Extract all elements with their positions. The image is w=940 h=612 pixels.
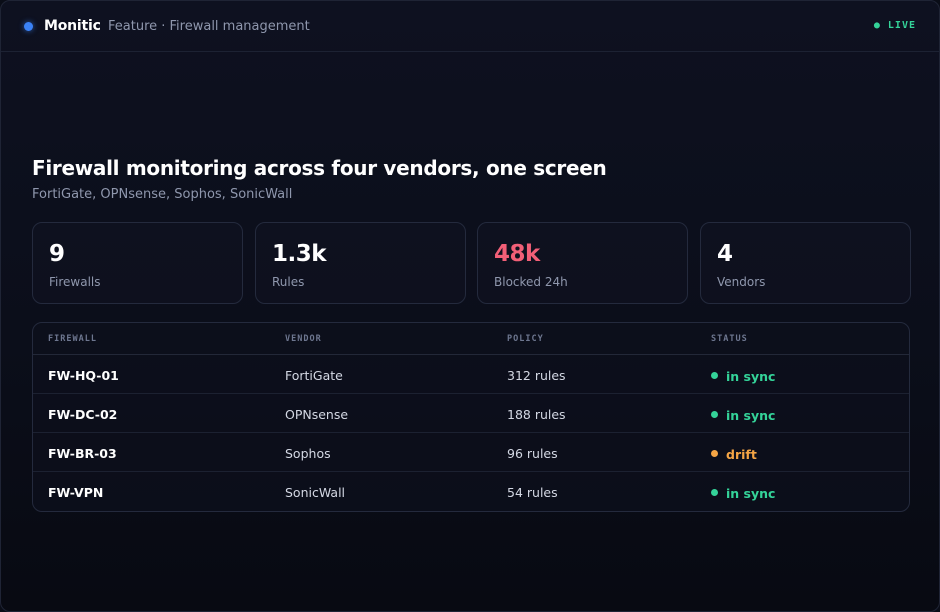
vendor-name: FortiGate <box>285 368 343 383</box>
firewall-table: FIREWALL VENDOR POLICY STATUS FW-HQ-01 F… <box>32 322 910 512</box>
column-header-policy[interactable]: POLICY <box>507 334 544 344</box>
table-row[interactable]: FW-DC-02 OPNsense 188 rules in sync <box>33 394 909 433</box>
table-row[interactable]: FW-BR-03 Sophos 96 rules drift <box>33 433 909 472</box>
table-row[interactable]: FW-VPN SonicWall 54 rules in sync <box>33 472 909 511</box>
page-title: Firewall monitoring across four vendors,… <box>32 156 607 180</box>
feature-breadcrumb: Feature · Firewall management <box>108 19 310 34</box>
brand-name[interactable]: Monitic <box>44 18 101 34</box>
status-badge: drift <box>726 447 757 462</box>
status-dot-icon <box>711 450 718 457</box>
firewall-name: FW-BR-03 <box>48 446 117 461</box>
stat-label: Blocked 24h <box>494 275 568 289</box>
top-bar: Monitic Feature · Firewall management ● … <box>1 1 939 52</box>
brand-logo-icon <box>24 22 33 31</box>
stat-value: 48k <box>494 241 540 267</box>
stat-label: Vendors <box>717 275 766 289</box>
policy-count: 312 rules <box>507 368 566 383</box>
status-badge: in sync <box>726 486 776 501</box>
stat-label: Rules <box>272 275 305 289</box>
stat-card-vendors: 4 Vendors <box>700 222 911 304</box>
policy-count: 96 rules <box>507 446 558 461</box>
stat-value: 4 <box>717 241 733 267</box>
vendor-name: Sophos <box>285 446 331 461</box>
table-header: FIREWALL VENDOR POLICY STATUS <box>33 323 909 355</box>
stat-card-blocked: 48k Blocked 24h <box>477 222 688 304</box>
policy-count: 54 rules <box>507 485 558 500</box>
status-badge: in sync <box>726 369 776 384</box>
column-header-status[interactable]: STATUS <box>711 334 748 344</box>
firewall-name: FW-HQ-01 <box>48 368 119 383</box>
firewall-name: FW-VPN <box>48 485 104 500</box>
status-dot-icon <box>711 372 718 379</box>
stat-label: Firewalls <box>49 275 101 289</box>
page-subtitle: FortiGate, OPNsense, Sophos, SonicWall <box>32 187 293 202</box>
vendor-name: OPNsense <box>285 407 349 422</box>
stat-card-rules: 1.3k Rules <box>255 222 466 304</box>
live-badge: ● LIVE <box>873 20 916 31</box>
firewall-name: FW-DC-02 <box>48 407 118 422</box>
status-badge: in sync <box>726 408 776 423</box>
column-header-firewall[interactable]: FIREWALL <box>48 334 97 344</box>
status-dot-icon <box>711 489 718 496</box>
column-header-vendor[interactable]: VENDOR <box>285 334 322 344</box>
vendor-name: SonicWall <box>285 485 346 500</box>
stat-value: 1.3k <box>272 241 327 267</box>
stat-value: 9 <box>49 241 65 267</box>
status-dot-icon <box>711 411 718 418</box>
table-row[interactable]: FW-HQ-01 FortiGate 312 rules in sync <box>33 355 909 394</box>
policy-count: 188 rules <box>507 407 566 422</box>
stat-card-firewalls: 9 Firewalls <box>32 222 243 304</box>
